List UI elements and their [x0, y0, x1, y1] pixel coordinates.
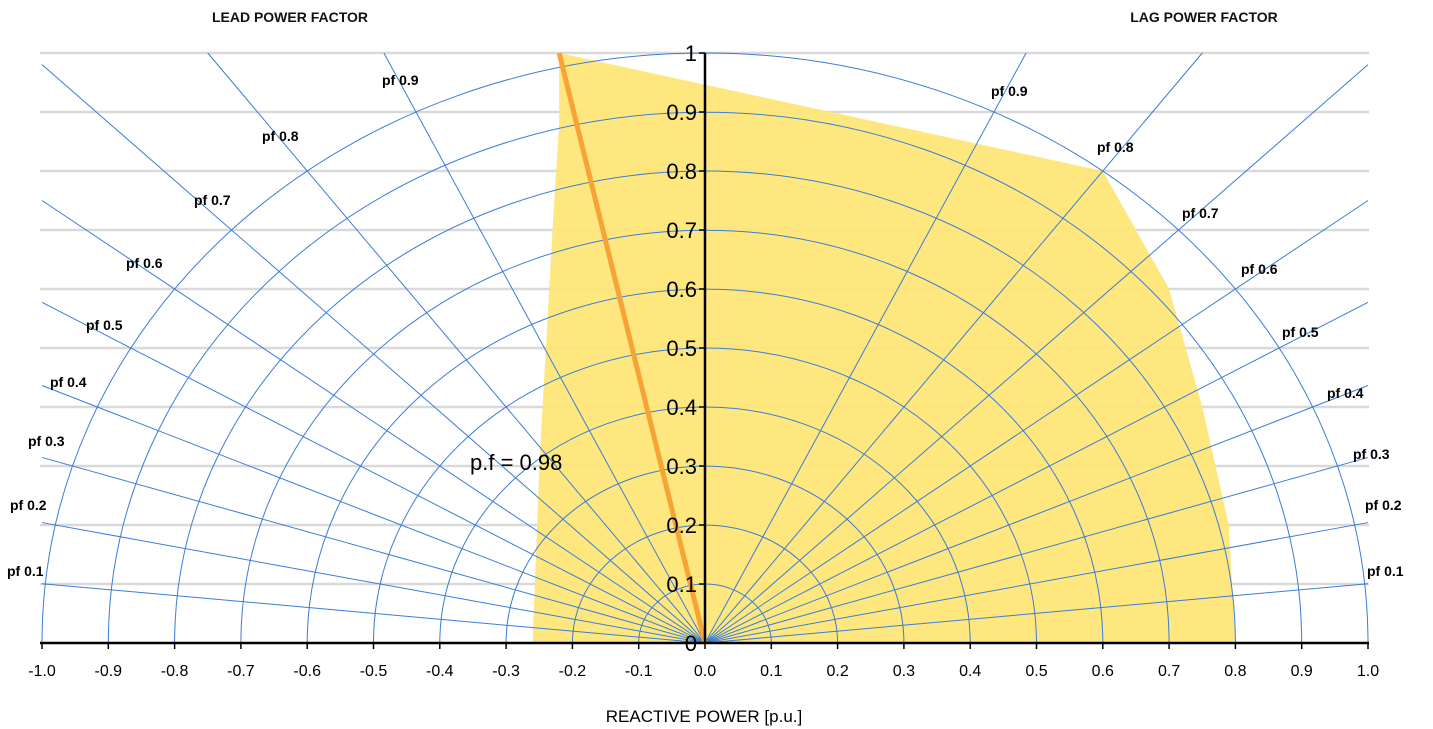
- y-tick-label: 0.8: [666, 159, 697, 184]
- pf-line: [41, 64, 706, 644]
- pf-line: [704, 52, 1203, 644]
- y-tick-label: 0.1: [666, 572, 697, 597]
- x-tick-label: -0.9: [95, 663, 123, 680]
- pf-line: [41, 583, 706, 644]
- pf-label-lead: pf 0.2: [10, 497, 47, 513]
- pf-label-lag: pf 0.9: [991, 83, 1028, 99]
- axes: [40, 52, 1369, 649]
- x-tick-label: 1.0: [1357, 663, 1379, 680]
- pf-line: [41, 200, 706, 644]
- pf-line: [704, 64, 1369, 644]
- x-tick-label: 0.5: [1025, 663, 1047, 680]
- pf-line: [383, 52, 706, 644]
- x-tick-label: 0.9: [1291, 663, 1313, 680]
- x-tick-label: 0.4: [959, 663, 981, 680]
- pf-label-lead: pf 0.5: [86, 317, 123, 333]
- capability-region-layer: [532, 53, 1236, 643]
- x-tick-label: -0.4: [426, 663, 454, 680]
- pf-line: [704, 583, 1369, 644]
- pf-label-lag: pf 0.2: [1365, 497, 1402, 513]
- pf-label-lag: pf 0.6: [1241, 261, 1278, 277]
- pf-line: [704, 522, 1369, 644]
- x-axis-label: REACTIVE POWER [p.u.]: [606, 707, 803, 726]
- pf-label-lag: pf 0.7: [1182, 205, 1219, 221]
- x-tick-label: 0.0: [694, 663, 716, 680]
- y-tick-label: 0.4: [666, 395, 697, 420]
- pf-line: [41, 385, 706, 644]
- pf-line: [41, 456, 706, 644]
- x-tick-label: -0.8: [161, 663, 189, 680]
- pf-label-lead: pf 0.1: [7, 563, 44, 579]
- polar-grid: [41, 52, 1369, 644]
- x-tick-label: -0.3: [492, 663, 520, 680]
- pf-line: [41, 301, 706, 644]
- y-tick-label: 0.3: [666, 454, 697, 479]
- pf-label-lag: pf 0.3: [1353, 446, 1390, 462]
- y-tick-label: 0: [685, 631, 697, 656]
- x-tick-label: 0.8: [1224, 663, 1246, 680]
- y-tick-label: 1: [685, 41, 697, 66]
- x-tick-label: 0.7: [1158, 663, 1180, 680]
- x-tick-label: -0.7: [227, 663, 255, 680]
- pf-label-lag: pf 0.8: [1097, 139, 1134, 155]
- x-tick-label: 0.3: [893, 663, 915, 680]
- title-lag: LAG POWER FACTOR: [1130, 9, 1278, 25]
- x-tick-label: -0.2: [559, 663, 587, 680]
- x-tick-label: -0.5: [360, 663, 388, 680]
- pf-labels: pf 0.1 pf 0.1 pf 0.2 pf 0.2 pf 0.3 pf 0.3 pf 0…: [7, 72, 1404, 579]
- pf-label-lead: pf 0.7: [194, 192, 231, 208]
- capability-region: [532, 53, 1236, 643]
- operating-line: [556, 52, 708, 644]
- y-tick-label: 0.6: [666, 277, 697, 302]
- x-tick-label: 0.6: [1092, 663, 1114, 680]
- pf-line: [704, 200, 1369, 644]
- pf-label-lead: pf 0.9: [382, 72, 419, 88]
- x-tick-label: 0.1: [760, 663, 782, 680]
- pf-label-lead: pf 0.4: [50, 374, 87, 390]
- pf-label-lead: pf 0.8: [262, 128, 299, 144]
- y-tick-labels: 0 0.1 0.2 0.3 0.4 0.5 0.6 0.7 0.8 0.9 1: [666, 41, 697, 656]
- x-tick-label: 0.2: [826, 663, 848, 680]
- pf-label-lag: pf 0.5: [1282, 324, 1319, 340]
- y-tick-label: 0.2: [666, 513, 697, 538]
- pf-label-lead: pf 0.3: [28, 433, 65, 449]
- pf-label-lead: pf 0.6: [126, 255, 163, 271]
- pf-line: [704, 52, 1027, 644]
- x-tick-label: -1.0: [28, 663, 56, 680]
- pf-line: [207, 52, 706, 644]
- operating-line-layer: [556, 52, 708, 644]
- y-tick-label: 0.5: [666, 336, 697, 361]
- x-tick-labels: -1.0 -0.9 -0.8 -0.7 -0.6 -0.5 -0.4 -0.3 -0.2 -0.1…: [28, 663, 1379, 680]
- pf-label-lag: pf 0.4: [1327, 385, 1364, 401]
- operating-line-label: p.f = 0.98: [470, 450, 562, 475]
- pf-line: [41, 522, 706, 644]
- x-tick-label: -0.6: [293, 663, 321, 680]
- y-tick-label: 0.7: [666, 218, 697, 243]
- pf-line: [704, 456, 1369, 644]
- x-tick-label: -0.1: [625, 663, 653, 680]
- pf-line: [704, 301, 1369, 644]
- y-tick-label: 0.9: [666, 100, 697, 125]
- title-lead: LEAD POWER FACTOR: [212, 9, 368, 25]
- pf-line: [704, 385, 1369, 644]
- pf-label-lag: pf 0.1: [1367, 563, 1404, 579]
